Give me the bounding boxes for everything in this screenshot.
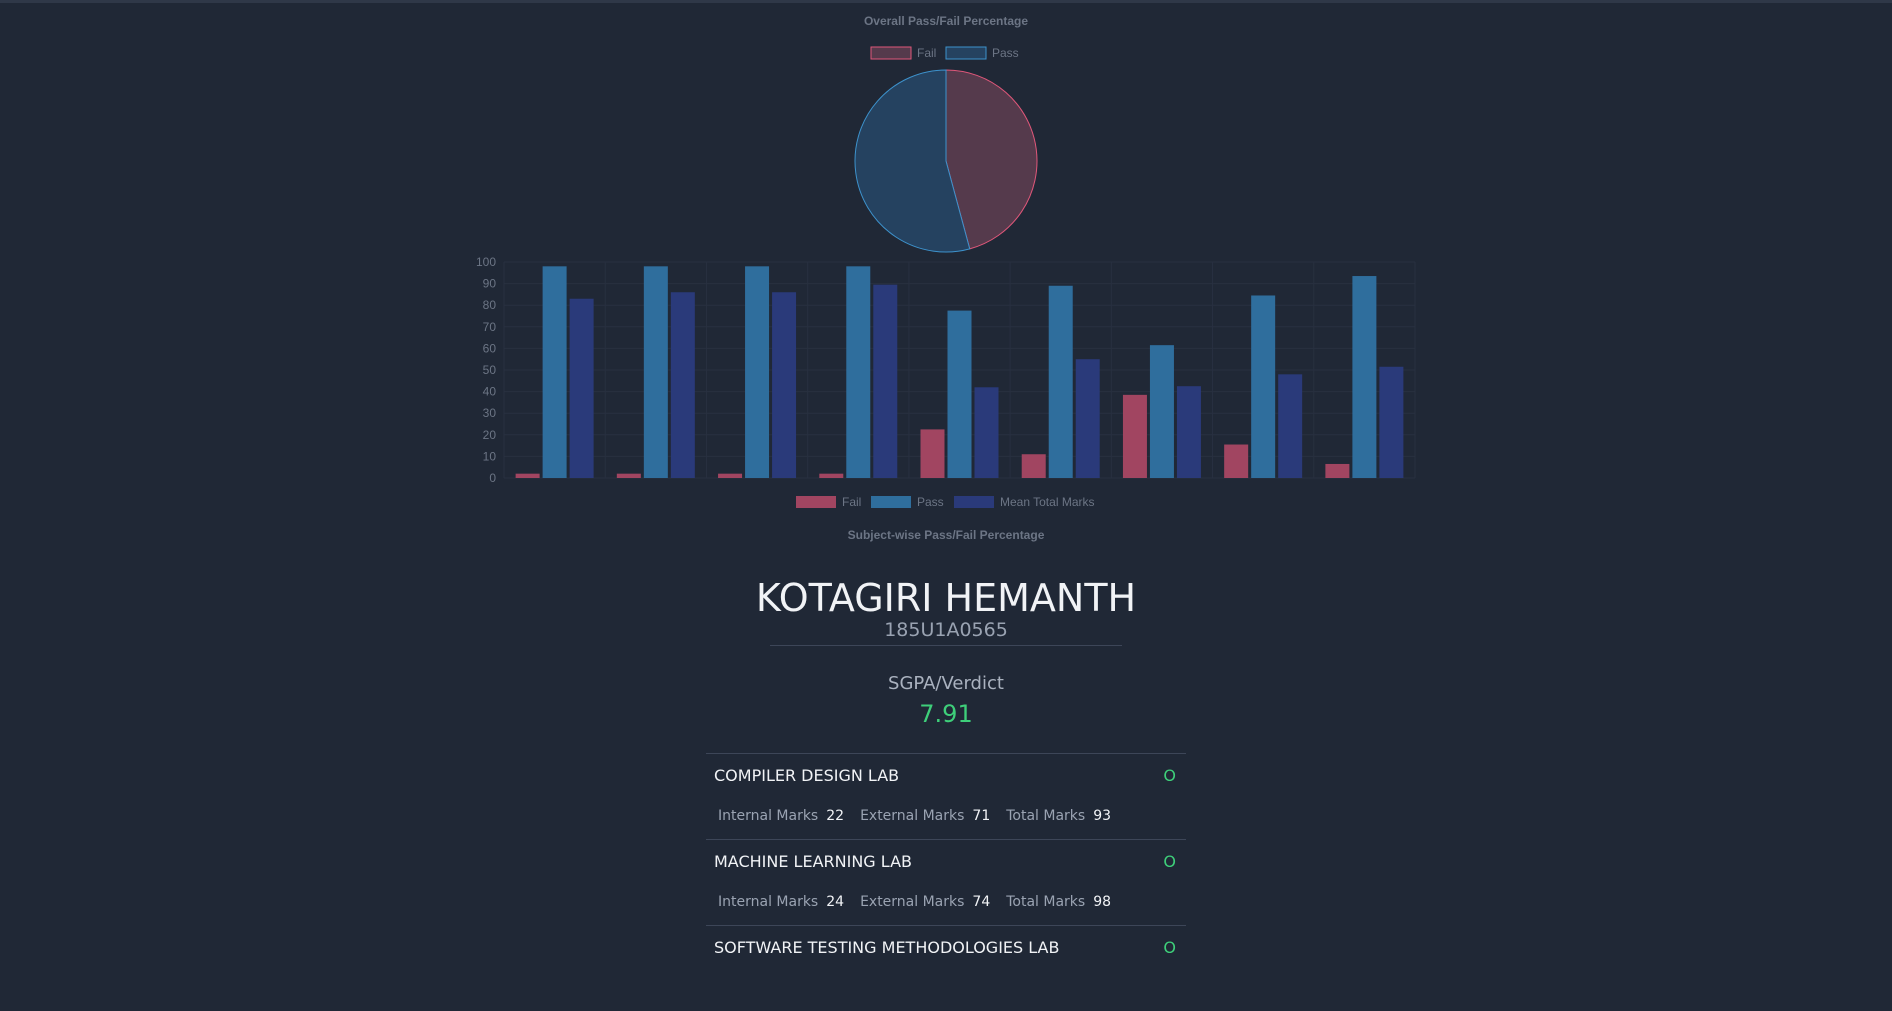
pie-chart-title: Overall Pass/Fail Percentage bbox=[863, 14, 1029, 28]
y-tick-label: 100 bbox=[476, 255, 496, 269]
bar-mean-total-marks bbox=[569, 298, 594, 478]
bar-fail bbox=[1224, 444, 1249, 478]
pie-slice-fail bbox=[945, 69, 1038, 250]
subject-marks: Internal Marks 22 External Marks 71 Total Ma… bbox=[718, 808, 1127, 824]
y-tick-label: 40 bbox=[483, 385, 497, 399]
student-name: KOTAGIRI HEMANTH bbox=[755, 576, 1137, 620]
bar-fail bbox=[1325, 463, 1350, 478]
internal-marks-label: Internal Marks bbox=[718, 808, 819, 824]
bar-pass bbox=[1352, 276, 1377, 478]
y-tick-label: 50 bbox=[483, 363, 497, 377]
subject-name: SOFTWARE TESTING METHODOLOGIES LAB bbox=[714, 938, 1060, 957]
internal-marks-value: 22 bbox=[826, 808, 845, 824]
subject-grade: O bbox=[1163, 938, 1176, 957]
divider bbox=[770, 645, 1122, 646]
subject-row: MACHINE LEARNING LAB O Internal Marks 24 E… bbox=[706, 839, 1186, 925]
bar-legend-swatch-fail bbox=[796, 496, 836, 508]
external-marks-value: 71 bbox=[972, 808, 991, 824]
sgpa-label: SGPA/Verdict bbox=[888, 673, 1004, 694]
subject-list: COMPILER DESIGN LAB O Internal Marks 22 Ex… bbox=[706, 753, 1186, 1011]
bar-y-axis: 0 10 20 30 40 50 60 70 80 90 100 bbox=[476, 255, 496, 485]
external-marks-label: External Marks bbox=[860, 808, 965, 824]
y-tick-label: 60 bbox=[483, 341, 497, 355]
bar-legend: Fail Pass Mean Total Marks bbox=[796, 495, 1094, 509]
subject-grade: O bbox=[1163, 766, 1176, 785]
internal-marks-label: Internal Marks bbox=[718, 894, 819, 910]
bar-legend-label-pass: Pass bbox=[917, 495, 944, 509]
pie-legend-swatch-pass bbox=[945, 46, 987, 60]
subject-row: SOFTWARE TESTING METHODOLOGIES LAB O bbox=[706, 925, 1186, 1011]
bar-mean-total-marks bbox=[1379, 366, 1404, 478]
bar-mean-total-marks bbox=[1176, 386, 1201, 478]
subject-name: COMPILER DESIGN LAB bbox=[714, 766, 900, 785]
total-marks-label: Total Marks bbox=[1006, 894, 1086, 910]
pie-legend-label-pass: Pass bbox=[992, 46, 1019, 60]
total-marks-label: Total Marks bbox=[1006, 808, 1086, 824]
y-tick-label: 20 bbox=[483, 428, 497, 442]
bar-fail bbox=[1021, 454, 1046, 478]
bar-mean-total-marks bbox=[670, 292, 695, 478]
y-tick-label: 80 bbox=[483, 298, 497, 312]
bar-mean-total-marks bbox=[873, 284, 898, 478]
pie-legend-swatch-fail bbox=[870, 46, 912, 60]
total-marks-value: 98 bbox=[1093, 894, 1112, 910]
y-tick-label: 0 bbox=[489, 471, 496, 485]
external-marks-label: External Marks bbox=[860, 894, 965, 910]
bar-pass bbox=[745, 266, 770, 478]
bar-chart-title: Subject-wise Pass/Fail Percentage bbox=[847, 528, 1045, 542]
subject-row: COMPILER DESIGN LAB O Internal Marks 22 Ex… bbox=[706, 753, 1186, 839]
total-marks-value: 93 bbox=[1093, 808, 1112, 824]
bar-fail bbox=[819, 473, 844, 478]
pie-slices bbox=[854, 69, 1038, 253]
bar-mean-total-marks bbox=[1278, 374, 1303, 478]
subject-marks: Internal Marks 24 External Marks 74 Total Ma… bbox=[718, 894, 1127, 910]
bar-pass bbox=[1048, 285, 1073, 478]
bar-fail bbox=[920, 429, 945, 478]
bar-pass bbox=[1251, 295, 1276, 478]
pie-legend: Fail Pass bbox=[870, 46, 1019, 60]
bar-mean-total-marks bbox=[974, 387, 999, 478]
pie-chart: Fail Pass bbox=[854, 46, 1038, 253]
pie-legend-label-fail: Fail bbox=[917, 46, 936, 60]
bar-pass bbox=[1149, 345, 1174, 478]
sgpa-value: 7.91 bbox=[919, 700, 973, 728]
internal-marks-value: 24 bbox=[826, 894, 845, 910]
bar-legend-label-mean-total-marks: Mean Total Marks bbox=[1000, 495, 1094, 509]
y-tick-label: 10 bbox=[483, 449, 497, 463]
bar-legend-label-fail: Fail bbox=[842, 495, 861, 509]
bar-fail bbox=[515, 473, 540, 478]
bar-mean-total-marks bbox=[772, 292, 797, 478]
bar-mean-total-marks bbox=[1075, 359, 1100, 478]
y-tick-label: 70 bbox=[483, 320, 497, 334]
bar-legend-swatch-mean-total-marks bbox=[954, 496, 994, 508]
bar-pass bbox=[947, 310, 972, 478]
bar-fail bbox=[718, 473, 743, 478]
subject-grade: O bbox=[1163, 852, 1176, 871]
bar-fail bbox=[616, 473, 641, 478]
y-tick-label: 90 bbox=[483, 277, 497, 291]
pie-slice-pass bbox=[854, 69, 971, 253]
student-roll-number: 185U1A0565 bbox=[884, 619, 1008, 641]
subject-name: MACHINE LEARNING LAB bbox=[714, 852, 912, 871]
bar-pass bbox=[643, 266, 668, 478]
bar-fail bbox=[1122, 394, 1147, 478]
bar-pass bbox=[846, 266, 871, 478]
bar-legend-swatch-pass bbox=[871, 496, 911, 508]
bar-chart: 0 10 20 30 40 50 60 70 80 90 100 Fail Pass Mean Tota… bbox=[475, 255, 1404, 509]
external-marks-value: 74 bbox=[972, 894, 991, 910]
bar-series bbox=[515, 266, 1404, 478]
y-tick-label: 30 bbox=[483, 406, 497, 420]
bar-pass bbox=[542, 266, 567, 478]
top-border bbox=[0, 0, 1892, 3]
